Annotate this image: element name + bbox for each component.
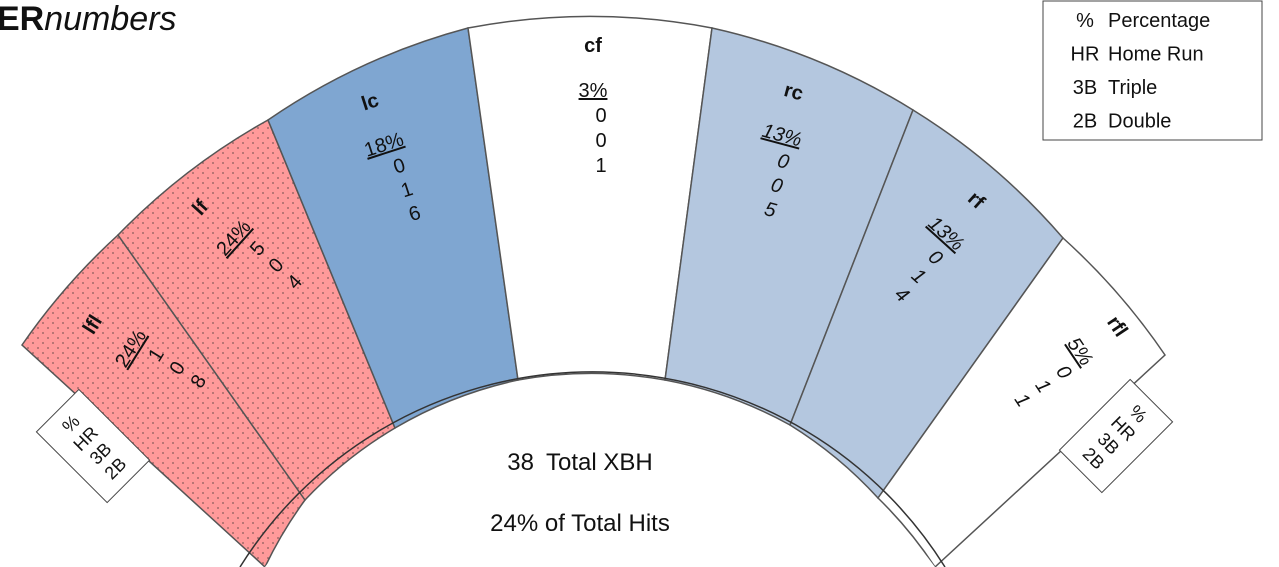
sector-label: rc (782, 79, 806, 105)
legend-name: Home Run (1108, 44, 1204, 66)
sector-hr: 0 (775, 150, 791, 174)
title-italic: numbers (44, 0, 176, 38)
key-box (1058, 378, 1174, 494)
total: 38 Total XBH (507, 449, 652, 476)
total-label: Total XBH (546, 449, 653, 476)
infield (265, 397, 935, 567)
sector-pct: 3% (579, 80, 608, 102)
sector-text: cf 3% 0 0 1 (579, 35, 608, 177)
sector-triple: 0 (595, 130, 606, 152)
legend-abbr: 2B (1073, 111, 1097, 133)
sector-label: lc (359, 89, 382, 115)
sector-hr: 0 (595, 105, 606, 127)
infield-arc (239, 371, 946, 567)
legend-name: Double (1108, 111, 1171, 133)
legend-name: Triple (1108, 77, 1157, 99)
legend-name: Percentage (1108, 10, 1210, 32)
legend: % Percentage HR Home Run 3B Triple 2B Double (1071, 10, 1211, 133)
share: 24% of Total Hits (490, 510, 670, 537)
sector-double: 1 (595, 155, 606, 177)
key-box (35, 388, 151, 504)
legend-box (1042, 0, 1263, 141)
total-number: 38 (507, 449, 534, 476)
sector-label: cf (584, 35, 602, 57)
fan: lfl24%108lf24%504lc18%016cf3%001rc13%005… (21, 15, 1166, 567)
title: ERnumbers (0, 0, 177, 38)
title-bold: ER (0, 0, 44, 38)
sector (877, 236, 1166, 567)
legend-abbr: 3B (1073, 77, 1097, 99)
legend-abbr: HR (1071, 44, 1100, 66)
legend-abbr: % (1076, 10, 1094, 32)
sector-triple: 0 (768, 174, 784, 198)
